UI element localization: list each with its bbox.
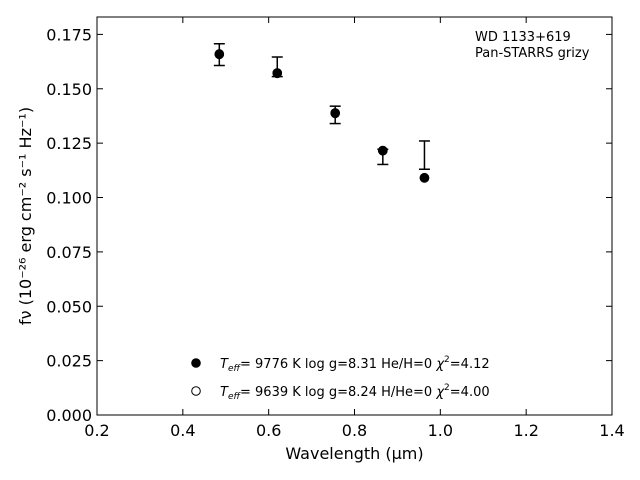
x-tick-label: 0.2 (84, 421, 109, 440)
y-tick-label: 0.125 (46, 134, 92, 153)
point-filled (272, 68, 283, 78)
y-tick-label: 0.000 (46, 406, 92, 425)
point-filled (419, 172, 430, 183)
y-tick-label: 0.025 (46, 352, 92, 371)
annotation-line-2: Pan-STARRS grizy (475, 46, 590, 61)
legend-label-2: Teff= 9639 K log g=8.24 H/He=0 χ2=4.00 (220, 383, 490, 402)
x-ticks: 0.2 0.4 0.6 0.8 1.0 1.2 1.4 (84, 17, 625, 440)
x-tick-label: 0.6 (256, 421, 281, 440)
legend-label-1: Teff= 9776 K log g=8.31 He/H=0 χ2=4.12 (220, 355, 490, 374)
y-ticks: 0.000 0.025 0.050 0.075 0.100 0.125 0.150 0.175 (46, 25, 612, 425)
annotation-line-1: WD 1133+619 (475, 30, 571, 45)
y-tick-label: 0.150 (46, 80, 92, 99)
legend-marker-open (191, 386, 201, 396)
legend: Teff= 9776 K log g=8.31 He/H=0 χ2=4.12 T… (191, 355, 490, 402)
error-bar (418, 140, 430, 170)
x-tick-label: 1.0 (428, 421, 453, 440)
y-tick-label: 0.175 (46, 25, 92, 44)
legend-marker-filled (191, 358, 201, 368)
x-tick-label: 0.8 (342, 421, 367, 440)
point-filled (214, 49, 225, 59)
point-filled (378, 145, 388, 156)
x-axis-label: Wavelength (μm) (285, 444, 423, 463)
data-points (214, 49, 430, 183)
plot-area (96, 16, 613, 416)
y-tick-label: 0.075 (46, 243, 92, 262)
y-tick-label: 0.050 (46, 297, 92, 316)
point-filled (330, 108, 340, 118)
x-tick-label: 1.2 (513, 421, 538, 440)
y-tick-label: 0.100 (46, 189, 92, 208)
y-axis-label: fν (10⁻²⁶ erg cm⁻² s⁻¹ Hz⁻¹) (16, 107, 35, 325)
x-tick-label: 0.4 (170, 421, 195, 440)
x-tick-label: 1.4 (599, 421, 624, 440)
